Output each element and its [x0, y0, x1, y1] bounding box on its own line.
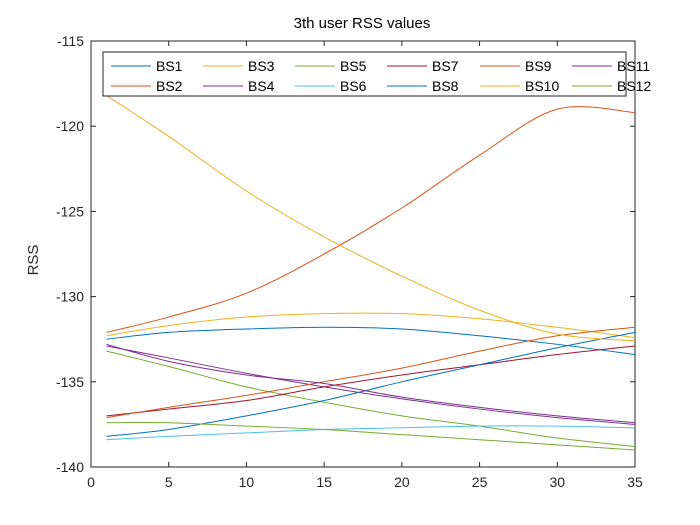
series-line-bs11: [106, 343, 636, 424]
axis-ticks: 0 5 10 15 20 25 30 35 -140 -135 -130 -125 -120 -115: [56, 33, 643, 490]
legend-label-bs7: BS7: [432, 58, 459, 74]
series-line-bs10: [106, 95, 636, 342]
legend-label-bs2: BS2: [156, 78, 183, 94]
series-line-bs2: [106, 106, 636, 333]
series-line-bs7: [106, 345, 636, 417]
legend-label-bs4: BS4: [248, 78, 275, 94]
x-tick-label: 20: [394, 474, 410, 490]
x-tick-label: 15: [316, 474, 332, 490]
y-tick-label: -120: [56, 118, 84, 134]
legend-label-bs10: BS10: [525, 78, 559, 94]
legend-label-bs12: BS12: [617, 78, 651, 94]
y-tick-label: -140: [56, 459, 84, 475]
legend: BS1 BS2 BS3 BS4 BS5 BS6 BS7 BS8 BS9 BS10 BS11 BS12: [102, 51, 651, 97]
legend-label-bs6: BS6: [340, 78, 367, 94]
series-line-bs9: [106, 326, 636, 419]
series-line-bs4: [106, 345, 636, 425]
series-line-bs8: [106, 331, 636, 437]
legend-label-bs9: BS9: [525, 58, 552, 74]
legend-label-bs3: BS3: [248, 58, 275, 74]
x-tick-label: 10: [239, 474, 255, 490]
x-tick-label: 30: [549, 474, 565, 490]
y-tick-label: -115: [57, 33, 84, 49]
series-lines: [106, 95, 636, 451]
plot-area: [90, 40, 636, 468]
series-line-bs6: [106, 425, 636, 441]
legend-label-bs8: BS8: [432, 78, 459, 94]
y-tick-label: -135: [56, 374, 84, 390]
series-line-bs12: [106, 421, 636, 451]
x-tick-label: 5: [165, 474, 173, 490]
legend-label-bs11: BS11: [617, 58, 650, 74]
series-line-bs3: [106, 312, 636, 338]
x-tick-label: 25: [472, 474, 488, 490]
x-tick-label: 35: [627, 474, 643, 490]
x-tick-label: 0: [87, 474, 95, 490]
y-tick-label: -130: [56, 289, 84, 305]
legend-box: [102, 51, 627, 97]
y-axis-label: RSS: [25, 245, 42, 276]
y-tick-label: -125: [56, 203, 84, 219]
chart-title: 3th user RSS values: [294, 15, 431, 32]
legend-label-bs1: BS1: [156, 58, 183, 74]
series-line-bs1: [106, 326, 636, 356]
legend-label-bs5: BS5: [340, 58, 367, 74]
series-line-bs5: [106, 350, 636, 448]
